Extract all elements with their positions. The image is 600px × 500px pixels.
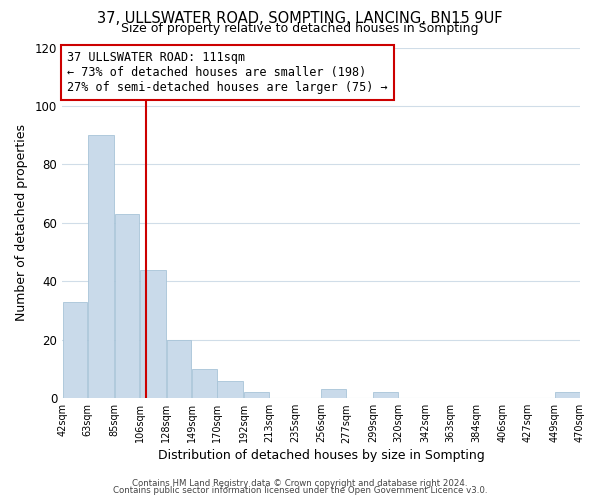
Bar xyxy=(88,135,114,398)
Bar xyxy=(555,392,580,398)
X-axis label: Distribution of detached houses by size in Sompting: Distribution of detached houses by size … xyxy=(158,450,484,462)
Text: Contains HM Land Registry data © Crown copyright and database right 2024.: Contains HM Land Registry data © Crown c… xyxy=(132,478,468,488)
Bar xyxy=(115,214,139,398)
Bar xyxy=(373,392,398,398)
Bar xyxy=(62,302,87,398)
Bar xyxy=(322,390,346,398)
Bar xyxy=(192,369,217,398)
Bar xyxy=(140,270,166,398)
Bar xyxy=(244,392,269,398)
Y-axis label: Number of detached properties: Number of detached properties xyxy=(15,124,28,322)
Bar xyxy=(167,340,191,398)
Text: 37, ULLSWATER ROAD, SOMPTING, LANCING, BN15 9UF: 37, ULLSWATER ROAD, SOMPTING, LANCING, B… xyxy=(97,11,503,26)
Bar xyxy=(217,380,243,398)
Text: Contains public sector information licensed under the Open Government Licence v3: Contains public sector information licen… xyxy=(113,486,487,495)
Text: 37 ULLSWATER ROAD: 111sqm
← 73% of detached houses are smaller (198)
27% of semi: 37 ULLSWATER ROAD: 111sqm ← 73% of detac… xyxy=(67,51,388,94)
Text: Size of property relative to detached houses in Sompting: Size of property relative to detached ho… xyxy=(121,22,479,35)
